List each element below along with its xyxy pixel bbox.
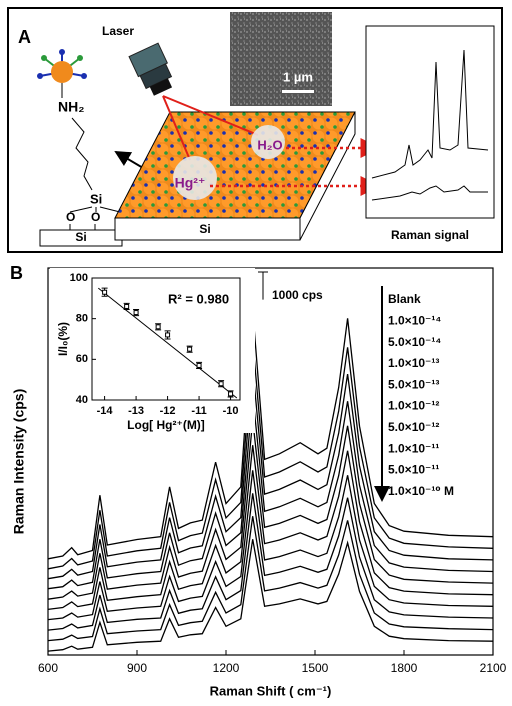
water-label: H₂O — [257, 137, 282, 152]
point — [165, 332, 171, 338]
y-tick-label: 100 — [70, 272, 88, 284]
point — [218, 381, 224, 387]
panel-label: B — [10, 263, 23, 283]
bubble — [173, 156, 217, 200]
spectrum — [47, 339, 494, 570]
y-axis-label: Raman Intensity (cps) — [11, 389, 27, 534]
scale-bar-label: 1000 cps — [272, 288, 323, 302]
laser-label: Laser — [102, 24, 134, 38]
spectrum — [47, 516, 494, 642]
x-tick-label: 900 — [127, 661, 147, 675]
spectrum — [47, 493, 494, 631]
bonds — [69, 206, 121, 213]
x-tick-label: 600 — [38, 661, 58, 675]
oxygen-label: O — [91, 210, 100, 224]
x-axis-label: Log[ Hg²⁺(M)] — [127, 418, 205, 432]
spectrum — [47, 309, 494, 560]
ligand — [37, 49, 87, 98]
point — [196, 362, 202, 368]
sem-image — [230, 12, 332, 106]
legend-label: 1.0×10⁻¹⁴ — [388, 313, 441, 327]
substrate-label: Si — [75, 230, 86, 244]
legend-label: 1.0×10⁻¹² — [388, 399, 439, 413]
x-tick-label: 2100 — [480, 661, 507, 675]
legend-label: 5.0×10⁻¹⁴ — [388, 335, 441, 349]
x-axis-label: Raman Shift ( cm⁻¹) — [210, 683, 332, 698]
plot-frame — [47, 267, 494, 656]
panel-a: A NH₂ Si O O O Si Laser 1 µm — [7, 7, 503, 253]
substrate-label: Si — [199, 222, 210, 236]
spectrum — [47, 394, 494, 590]
scale-bar — [258, 271, 268, 300]
spectrum — [47, 539, 494, 652]
spectrum — [47, 419, 494, 600]
beam — [162, 95, 259, 136]
mercury-label: Hg²⁺ — [175, 175, 206, 191]
x-tick-label: -10 — [223, 405, 239, 417]
signal-box — [365, 25, 495, 219]
point — [155, 324, 161, 330]
legend-label: 5.0×10⁻¹¹ — [388, 463, 439, 477]
bubble — [251, 125, 285, 159]
objective — [128, 42, 173, 96]
signal-curve — [371, 49, 489, 179]
legend-label: 1.0×10⁻¹¹ — [388, 441, 439, 455]
spectrum — [47, 367, 494, 580]
y-tick-label: 40 — [76, 394, 88, 406]
point — [133, 310, 139, 316]
x-tick-label: -12 — [160, 405, 176, 417]
y-tick-label: 80 — [76, 313, 88, 325]
inset-background — [50, 268, 255, 433]
fit-line — [97, 287, 238, 399]
x-tick-label: 1200 — [213, 661, 240, 675]
y-axis-label: I/I₀(%) — [56, 322, 70, 356]
beam — [162, 95, 191, 161]
legend-label: Blank — [388, 292, 421, 306]
x-tick-label: -14 — [97, 405, 114, 417]
y-tick-label: 60 — [76, 353, 88, 365]
x-tick-label: 1500 — [302, 661, 329, 675]
oxygen-label: O — [66, 210, 75, 224]
amine-label: NH₂ — [58, 99, 84, 115]
chain — [71, 117, 93, 191]
spectrum — [47, 445, 494, 611]
point — [102, 289, 108, 295]
legend-label: 5.0×10⁻¹² — [388, 420, 439, 434]
scale-bar — [282, 90, 314, 93]
legend-label: 1.0×10⁻¹⁰ M — [388, 484, 454, 498]
x-tick-label: -13 — [128, 405, 144, 417]
legend-label: 1.0×10⁻¹³ — [388, 356, 439, 370]
panel-label: A — [18, 27, 31, 47]
x-tick-label: 1800 — [391, 661, 418, 675]
point — [187, 346, 193, 352]
annotation: R² = 0.980 — [168, 291, 229, 306]
legend-label: 5.0×10⁻¹³ — [388, 377, 439, 391]
x-tick-label: -11 — [191, 405, 206, 417]
inset-frame — [91, 277, 241, 401]
signal-curve — [371, 185, 488, 201]
silane-label: Si — [90, 191, 102, 206]
scale-label: 1 µm — [283, 69, 313, 84]
spectrum — [47, 470, 494, 621]
point — [124, 303, 130, 309]
signal-label: Raman signal — [391, 228, 469, 242]
point — [228, 391, 234, 397]
